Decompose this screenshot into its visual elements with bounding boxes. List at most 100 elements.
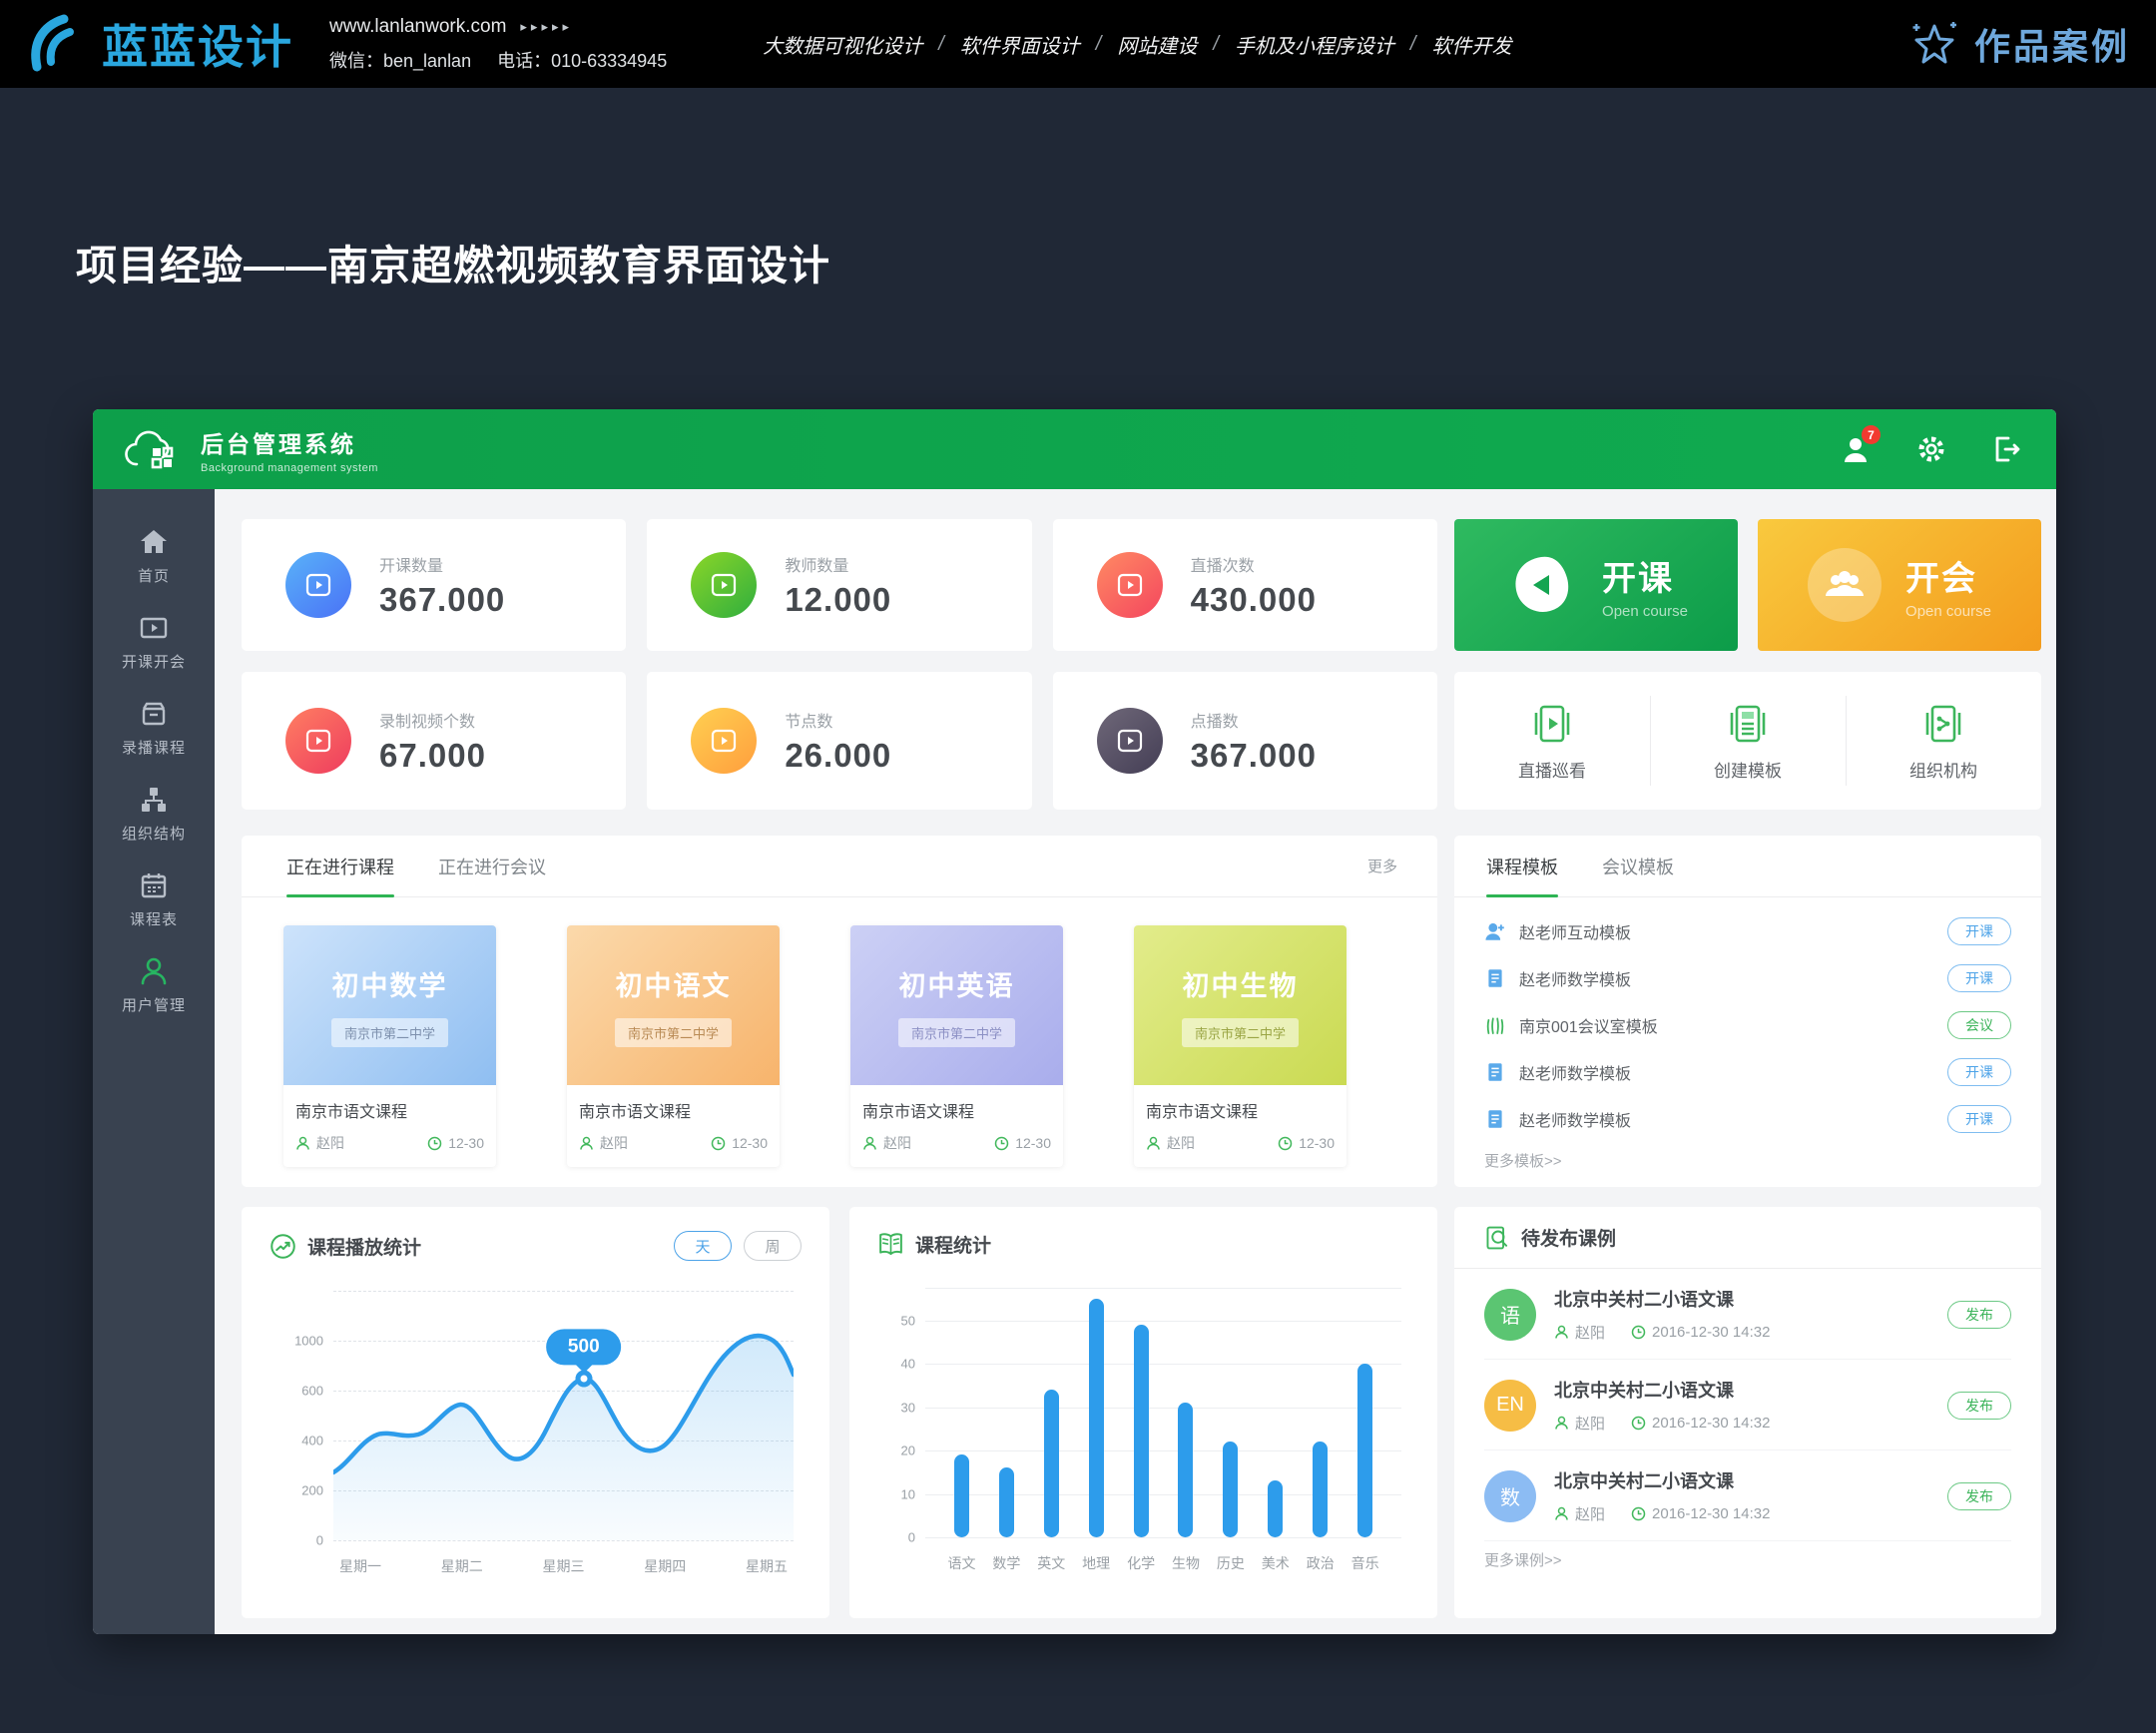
tab-meeting-templates[interactable]: 会议模板 bbox=[1602, 857, 1674, 877]
nav-separator: / bbox=[1409, 32, 1416, 55]
stat-label: 点播数 bbox=[1190, 713, 1239, 731]
nav-item-bigdata[interactable]: 大数据可视化设计 bbox=[763, 35, 923, 58]
portfolio-link[interactable]: 作品案例 bbox=[1906, 16, 2130, 72]
data-point bbox=[575, 1370, 593, 1388]
quick-link-live-view[interactable]: 直播巡看 bbox=[1454, 672, 1650, 810]
more-link[interactable]: 更多 bbox=[1366, 859, 1397, 875]
template-row: 南京001会议室模板 会议 bbox=[1484, 1001, 2011, 1048]
bar-label: 英文 bbox=[1037, 1555, 1066, 1571]
nav-item-mobile[interactable]: 手机及小程序设计 bbox=[1234, 35, 1394, 58]
more-templates-link[interactable]: 更多模板>> bbox=[1484, 1153, 1562, 1170]
nav-item-website[interactable]: 网站建设 bbox=[1117, 35, 1198, 58]
y-tick-label: 50 bbox=[900, 1313, 915, 1329]
play-circle-icon bbox=[285, 708, 351, 774]
sidebar-item-recorded-courses[interactable]: 录播课程 bbox=[93, 685, 215, 771]
template-open-course-button[interactable]: 开课 bbox=[1947, 963, 2011, 992]
action-title: 开课 bbox=[1602, 559, 1675, 598]
course-time: 12-30 bbox=[732, 1135, 768, 1151]
x-tick-label: 星期三 bbox=[542, 1558, 585, 1574]
clock-icon bbox=[1278, 1136, 1293, 1150]
course-card-math[interactable]: 初中数学 南京市第二中学 南京市语文课程 赵阳 12-30 bbox=[283, 925, 496, 1167]
user-icon bbox=[141, 957, 167, 984]
promo-arrows: ▸▸▸▸▸ bbox=[520, 18, 574, 34]
settings-gear-icon[interactable] bbox=[1916, 434, 1946, 464]
kpi-stats-grid: 开课数量 367.000 教师数量 12.000 直播次数 430.000 bbox=[242, 519, 1437, 810]
y-tick-label: 20 bbox=[900, 1443, 915, 1458]
publish-button[interactable]: 发布 bbox=[1947, 1481, 2011, 1510]
bar-cell bbox=[1253, 1288, 1298, 1537]
course-card-biology[interactable]: 初中生物 南京市第二中学 南京市语文课程 赵阳 12-30 bbox=[1134, 925, 1347, 1167]
x-tick-label: 星期四 bbox=[644, 1558, 687, 1574]
nav-item-software-ui[interactable]: 软件界面设计 bbox=[959, 35, 1080, 58]
website-url[interactable]: www.lanlanwork.com bbox=[329, 15, 507, 37]
book-icon bbox=[879, 1233, 902, 1255]
clock-icon bbox=[427, 1136, 442, 1150]
quick-link-organization[interactable]: 组织机构 bbox=[1846, 672, 2041, 810]
sidebar-item-org-structure[interactable]: 组织结构 bbox=[93, 771, 215, 857]
bar-cell bbox=[984, 1288, 1029, 1537]
tab-course-templates[interactable]: 课程模板 bbox=[1486, 836, 1558, 897]
template-name: 赵老师数学模板 bbox=[1519, 1112, 1632, 1130]
nav-item-dev[interactable]: 软件开发 bbox=[1431, 35, 1512, 58]
course-card-english[interactable]: 初中英语 南京市第二中学 南京市语文课程 赵阳 12-30 bbox=[850, 925, 1063, 1167]
course-name: 南京市语文课程 bbox=[579, 1104, 692, 1121]
y-gridline bbox=[333, 1391, 794, 1392]
template-meeting-button[interactable]: 会议 bbox=[1947, 1010, 2011, 1039]
publish-item: 数 北京中关村二小语文课 赵阳 2016-12-30 14:32 发布 bbox=[1484, 1450, 2011, 1541]
stat-label: 教师数量 bbox=[785, 557, 849, 575]
bar bbox=[1178, 1403, 1194, 1537]
stat-label: 节点数 bbox=[785, 713, 833, 731]
open-course-button[interactable]: 开课 Open course bbox=[1454, 519, 1738, 651]
template-open-course-button[interactable]: 开课 bbox=[1947, 916, 2011, 945]
template-row: 赵老师数学模板 开课 bbox=[1484, 1048, 2011, 1095]
sidebar-item-timetable[interactable]: 课程表 bbox=[93, 857, 215, 942]
course-banner: 初中英语 南京市第二中学 bbox=[850, 925, 1063, 1085]
toggle-day-button[interactable]: 天 bbox=[674, 1231, 732, 1261]
subject-avatar: EN bbox=[1484, 1379, 1536, 1432]
person-icon bbox=[296, 1136, 309, 1150]
stat-value: 367.000 bbox=[379, 580, 506, 618]
template-open-course-button[interactable]: 开课 bbox=[1947, 1057, 2011, 1086]
open-meeting-button[interactable]: 开会 Open course bbox=[1758, 519, 2041, 651]
bar-label: 音乐 bbox=[1350, 1555, 1379, 1571]
logout-icon[interactable] bbox=[1992, 434, 2022, 464]
line-chart bbox=[333, 1291, 794, 1540]
publish-button[interactable]: 发布 bbox=[1947, 1300, 2011, 1329]
doc-search-icon bbox=[1486, 1226, 1508, 1249]
toggle-week-button[interactable]: 周 bbox=[744, 1231, 802, 1261]
template-row: 赵老师数学模板 开课 bbox=[1484, 954, 2011, 1001]
sidebar-item-open-class[interactable]: 开课开会 bbox=[93, 599, 215, 685]
y-tick-label: 10 bbox=[900, 1486, 915, 1502]
template-name: 赵老师数学模板 bbox=[1519, 1065, 1632, 1083]
dashboard-subtitle: Background management system bbox=[201, 461, 378, 474]
bar-cell bbox=[1029, 1288, 1074, 1537]
sidebar-item-user-management[interactable]: 用户管理 bbox=[93, 942, 215, 1028]
live-view-icon bbox=[1534, 705, 1570, 742]
stat-card-live-sessions: 直播次数 430.000 bbox=[1052, 519, 1437, 651]
sidebar-item-label: 课程表 bbox=[129, 910, 178, 928]
template-open-course-button[interactable]: 开课 bbox=[1947, 1104, 2011, 1133]
publish-button[interactable]: 发布 bbox=[1947, 1391, 2011, 1420]
bar-label: 地理 bbox=[1082, 1555, 1111, 1571]
course-stats-panel: 课程统计 0 10 20 30 40 50 语文 数学 英文 地理 化学 生物 历史 美术 政治 音乐 bbox=[849, 1207, 1437, 1618]
course-time: 12-30 bbox=[448, 1135, 484, 1151]
bar-cell bbox=[1164, 1288, 1209, 1537]
y-tick-label: 400 bbox=[301, 1433, 323, 1448]
tab-ongoing-meetings[interactable]: 正在进行会议 bbox=[438, 857, 546, 877]
action-subtitle: Open course bbox=[1905, 602, 1991, 620]
course-subject: 初中语文 bbox=[615, 970, 732, 1001]
notification-user-icon[interactable]: 7 bbox=[1841, 425, 1881, 464]
stat-value: 367.000 bbox=[1190, 736, 1317, 774]
person-icon bbox=[580, 1136, 593, 1150]
area-fill bbox=[333, 1336, 794, 1540]
more-lessons-link[interactable]: 更多课例>> bbox=[1484, 1552, 1562, 1569]
tab-ongoing-courses[interactable]: 正在进行课程 bbox=[286, 836, 394, 897]
school-badge: 南京市第二中学 bbox=[614, 1017, 732, 1047]
bar-cell bbox=[1208, 1288, 1253, 1537]
publish-title: 北京中关村二小语文课 bbox=[1554, 1381, 1734, 1401]
quick-link-create-template[interactable]: 创建模板 bbox=[1650, 672, 1846, 810]
sidebar-item-home[interactable]: 首页 bbox=[93, 513, 215, 599]
site-logo[interactable]: 蓝蓝设计 bbox=[26, 11, 293, 77]
course-card-chinese[interactable]: 初中语文 南京市第二中学 南京市语文课程 赵阳 12-30 bbox=[567, 925, 780, 1167]
org-chart-icon bbox=[142, 787, 166, 812]
